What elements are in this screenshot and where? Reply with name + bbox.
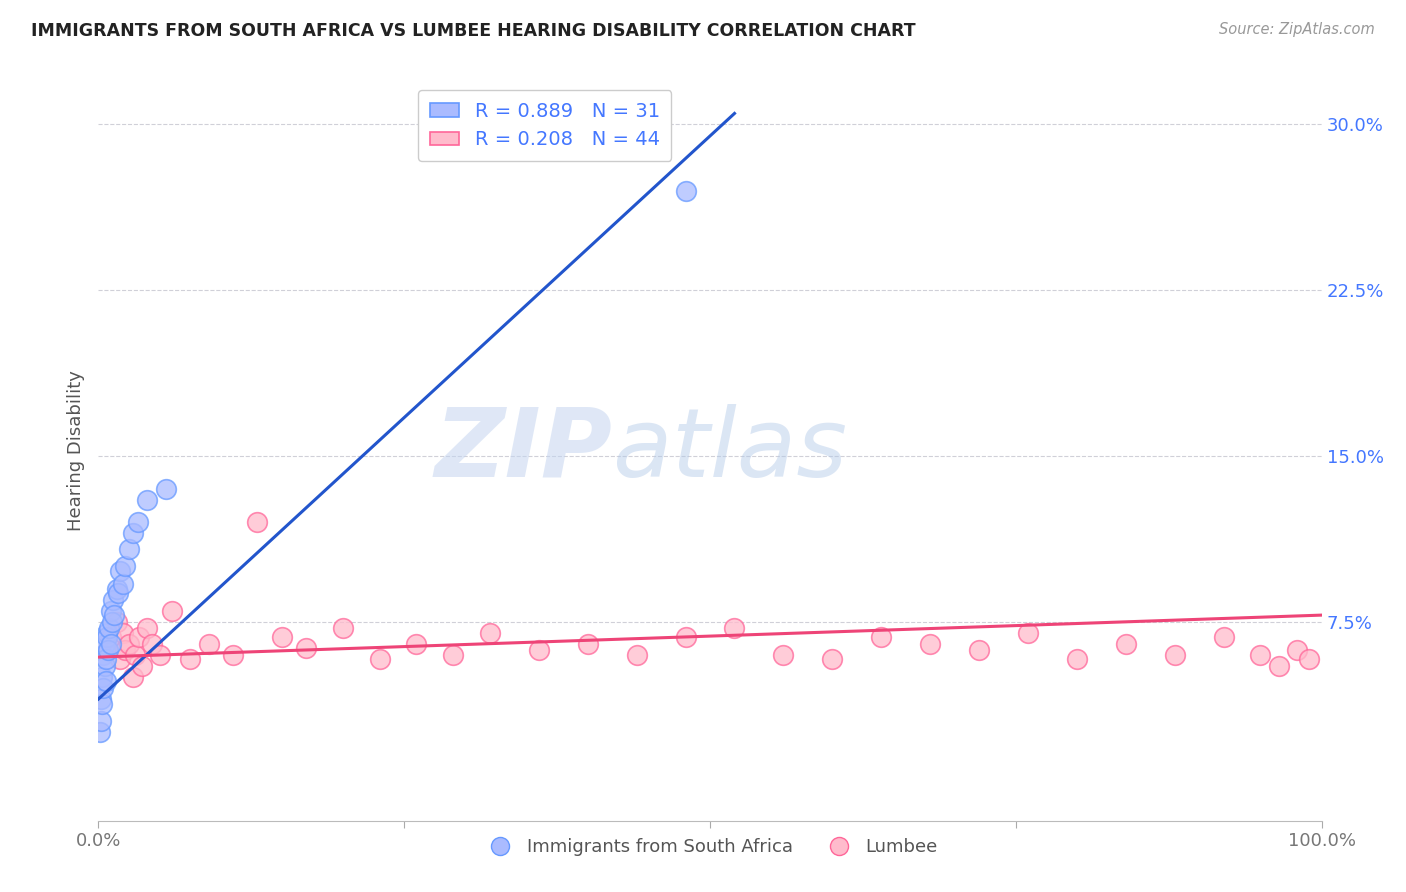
Point: [1066, 652, 1088, 666]
Point: [100, 630, 122, 644]
Point: [94, 652, 117, 666]
Point: [675, 630, 697, 644]
Point: [149, 648, 172, 662]
Point: [1298, 652, 1320, 666]
Point: [105, 615, 128, 629]
Point: [527, 643, 550, 657]
Point: [118, 637, 141, 651]
Point: [131, 659, 153, 673]
Point: [93, 637, 115, 651]
Point: [101, 592, 124, 607]
Point: [967, 643, 990, 657]
Point: [136, 493, 159, 508]
Point: [100, 604, 122, 618]
Legend: Immigrants from South Africa, Lumbee: Immigrants from South Africa, Lumbee: [475, 831, 945, 863]
Point: [675, 184, 697, 198]
Point: [368, 652, 391, 666]
Point: [821, 652, 844, 666]
Point: [101, 615, 124, 629]
Point: [1286, 643, 1309, 657]
Point: [1212, 630, 1234, 644]
Point: [100, 637, 122, 651]
Point: [160, 604, 183, 618]
Point: [222, 648, 245, 662]
Point: [128, 630, 150, 644]
Point: [1249, 648, 1271, 662]
Point: [114, 643, 136, 657]
Point: [121, 670, 143, 684]
Text: IMMIGRANTS FROM SOUTH AFRICA VS LUMBEE HEARING DISABILITY CORRELATION CHART: IMMIGRANTS FROM SOUTH AFRICA VS LUMBEE H…: [31, 22, 915, 40]
Point: [723, 621, 745, 635]
Point: [179, 652, 201, 666]
Point: [1268, 659, 1291, 673]
Point: [121, 526, 143, 541]
Point: [576, 637, 599, 651]
Point: [246, 516, 269, 530]
Point: [197, 637, 219, 651]
Point: [107, 586, 129, 600]
Point: [1017, 625, 1039, 640]
Point: [478, 625, 501, 640]
Point: [110, 564, 132, 578]
Point: [920, 637, 942, 651]
Point: [105, 582, 128, 596]
Point: [96, 625, 118, 640]
Point: [270, 630, 294, 644]
Point: [110, 652, 132, 666]
Point: [93, 659, 115, 673]
Point: [91, 697, 114, 711]
Point: [441, 648, 464, 662]
Point: [124, 648, 146, 662]
Point: [90, 714, 112, 729]
Point: [405, 637, 427, 651]
Text: Source: ZipAtlas.com: Source: ZipAtlas.com: [1219, 22, 1375, 37]
Point: [96, 630, 118, 644]
Point: [332, 621, 354, 635]
Point: [91, 648, 114, 662]
Text: ZIP: ZIP: [434, 404, 612, 497]
Point: [1115, 637, 1137, 651]
Point: [97, 643, 120, 657]
Point: [91, 681, 114, 695]
Point: [155, 482, 177, 496]
Point: [89, 725, 111, 739]
Point: [111, 625, 134, 640]
Text: atlas: atlas: [612, 404, 848, 497]
Point: [91, 670, 114, 684]
Point: [626, 648, 648, 662]
Point: [90, 692, 112, 706]
Point: [136, 621, 159, 635]
Point: [870, 630, 893, 644]
Point: [772, 648, 794, 662]
Point: [114, 559, 136, 574]
Y-axis label: Hearing Disability: Hearing Disability: [66, 370, 84, 531]
Point: [103, 608, 125, 623]
Point: [1164, 648, 1187, 662]
Point: [111, 577, 134, 591]
Point: [127, 516, 149, 530]
Point: [118, 541, 141, 556]
Point: [141, 637, 163, 651]
Point: [295, 641, 318, 656]
Point: [98, 621, 121, 635]
Point: [94, 674, 117, 689]
